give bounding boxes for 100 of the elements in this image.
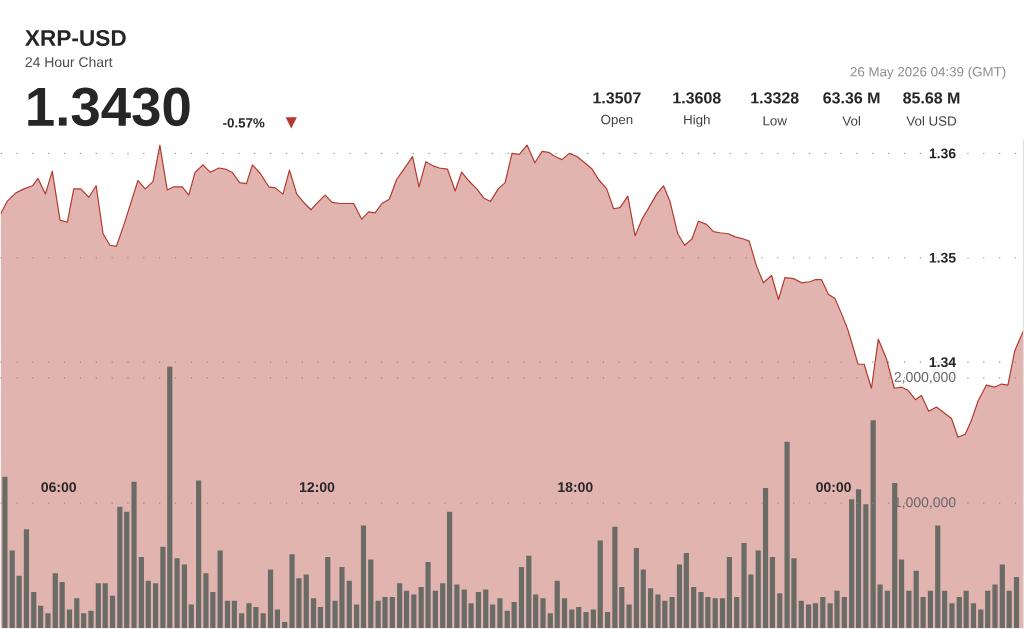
bar [913, 570, 919, 629]
bar [490, 604, 496, 629]
bar [978, 609, 984, 629]
y-tick-label: 1.36 [929, 148, 956, 159]
bar [849, 499, 855, 629]
bar [181, 564, 188, 629]
bar [863, 504, 869, 629]
bar [1013, 577, 1020, 629]
y-tick-label: 1.35 [929, 252, 956, 263]
x-tick-label: 18:00 [558, 482, 593, 493]
bar [224, 600, 231, 629]
bar [440, 583, 446, 629]
bar [74, 598, 80, 629]
bar [317, 607, 324, 629]
chart-subtitle: 24 Hour Chart [25, 56, 113, 68]
bar [117, 506, 123, 629]
text: Open [601, 114, 633, 127]
bar [798, 600, 804, 629]
bar [569, 609, 575, 629]
text: 26 May 2026 04:39 (GMT) [850, 66, 1006, 80]
bar [88, 610, 94, 629]
text: 1.3608 [673, 92, 721, 104]
bar [138, 556, 144, 629]
bar [9, 550, 15, 629]
bar [533, 594, 539, 629]
bar [23, 529, 30, 629]
bar [461, 589, 467, 629]
text: 1.3507 [593, 92, 641, 104]
bar [561, 598, 568, 629]
bar [446, 511, 453, 629]
bar [174, 558, 180, 629]
bar [985, 590, 991, 629]
bar [547, 613, 553, 629]
chart-title: XRP-USD [25, 30, 126, 47]
bar [411, 594, 417, 629]
bar [942, 590, 948, 629]
bar [483, 589, 489, 629]
bar [38, 605, 44, 629]
text: Vol [842, 116, 860, 126]
bar [992, 584, 998, 629]
bar [633, 548, 640, 629]
bar [841, 597, 847, 629]
bar [676, 564, 683, 629]
text: -0.57% [223, 118, 265, 128]
bar [59, 582, 65, 629]
bar [346, 580, 352, 629]
bar [526, 555, 532, 629]
bar [669, 597, 675, 629]
bar [260, 613, 266, 629]
text: ▼ [285, 117, 297, 129]
bar [152, 583, 159, 629]
text: 85.68 M [903, 92, 960, 104]
bar [2, 476, 8, 629]
bar [267, 569, 274, 629]
bar [1006, 590, 1012, 629]
bar [691, 587, 697, 629]
bar [755, 550, 761, 629]
bar [777, 593, 783, 629]
bar [949, 603, 955, 629]
bar [124, 511, 130, 629]
bar [970, 603, 977, 629]
bar [683, 553, 689, 629]
bar [389, 597, 395, 629]
bar [518, 566, 525, 629]
bar [927, 590, 934, 629]
bar [102, 583, 108, 629]
bar [769, 556, 776, 629]
bar [712, 598, 718, 629]
bar [511, 602, 517, 629]
x-tick-label: 00:00 [816, 482, 851, 493]
text: High [684, 114, 710, 128]
bar [303, 574, 309, 629]
bar [719, 598, 726, 629]
bar [648, 588, 654, 629]
bar [167, 366, 173, 629]
bar [95, 583, 101, 629]
bar [145, 580, 151, 629]
bar [368, 559, 374, 629]
bar [31, 592, 37, 629]
bar [66, 609, 73, 629]
bar [454, 584, 460, 629]
bar [504, 610, 510, 629]
bar [497, 598, 503, 629]
bar [812, 603, 819, 629]
bar [884, 590, 890, 629]
bar [597, 540, 603, 629]
bar [354, 604, 360, 629]
bar [734, 597, 740, 629]
bar [640, 569, 646, 629]
bar [360, 525, 367, 629]
bar [468, 603, 474, 629]
bar [554, 580, 560, 629]
bar [906, 590, 912, 629]
bar [963, 590, 969, 629]
bar [540, 598, 546, 629]
y-tick-label: 1.34 [929, 357, 957, 368]
bar [935, 525, 941, 629]
bar [999, 564, 1005, 629]
bar [274, 609, 280, 629]
x-tick-label: 06:00 [41, 482, 77, 493]
